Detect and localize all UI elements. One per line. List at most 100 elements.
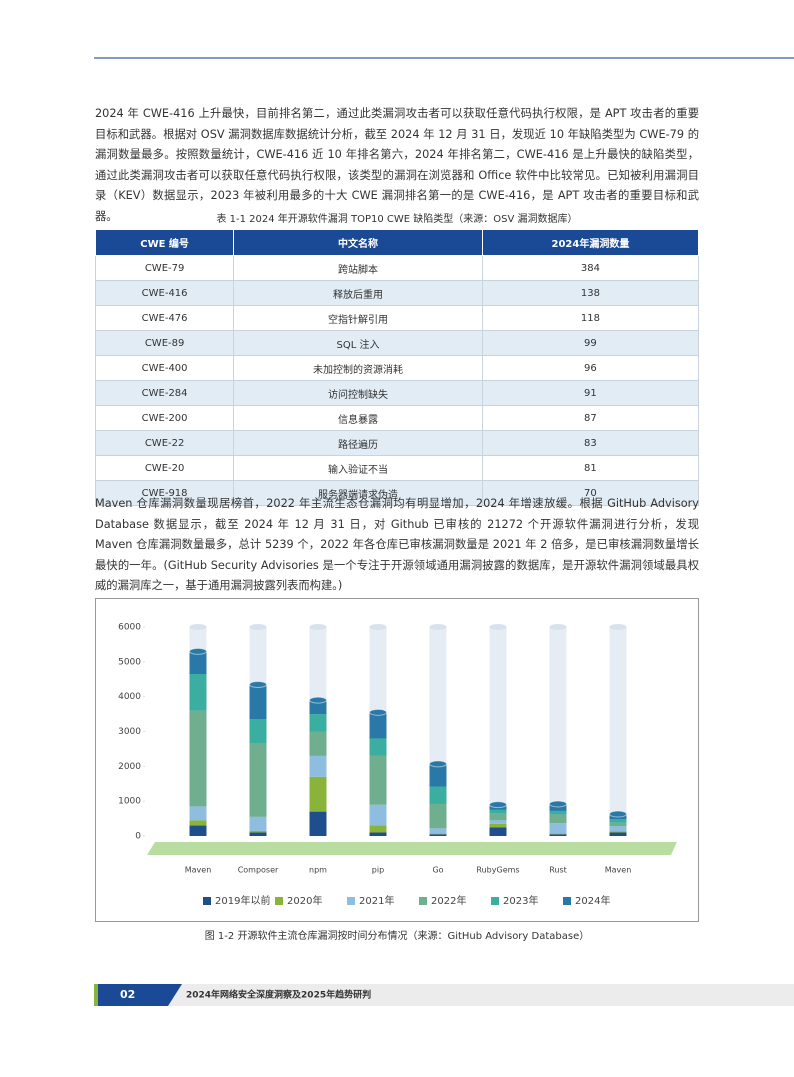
cylinder-top xyxy=(549,800,567,808)
bar-segment xyxy=(549,834,567,836)
footer-title: 2024年网络安全深度洞察及2025年趋势研判 xyxy=(186,989,371,1001)
table-cell: CWE-416 xyxy=(94,280,235,306)
bar-segment xyxy=(369,832,387,836)
background-cylinder xyxy=(549,627,567,836)
cylinder-top xyxy=(369,708,387,716)
cylinder-cap xyxy=(309,624,327,630)
y-tick-label: 5000 xyxy=(118,657,141,667)
table-cell: 未加控制的资源消耗 xyxy=(233,355,483,381)
legend-swatch xyxy=(203,897,211,905)
background-cylinder xyxy=(609,627,627,836)
bar-segment xyxy=(609,831,627,833)
bar-segment xyxy=(309,811,327,836)
bar-segment xyxy=(189,674,207,711)
bar-segment xyxy=(429,834,447,836)
table-cell: CWE-918 xyxy=(94,480,235,506)
table-row: CWE-22 路径遍历 83 xyxy=(94,430,700,456)
bar-segment xyxy=(549,814,567,824)
table-cell: CWE-20 xyxy=(94,455,235,481)
table-row: CWE-200 信息暴露 87 xyxy=(94,405,700,431)
table-row: CWE-20 输入验证不当 81 xyxy=(94,455,700,481)
table-row: CWE-284 访问控制缺失 91 xyxy=(94,380,700,406)
bar-segment xyxy=(189,825,207,836)
table-cell: 99 xyxy=(481,330,700,356)
table-row: CWE-476 空指针解引用 118 xyxy=(94,305,700,331)
x-tick-label: Maven xyxy=(185,866,212,875)
bar-segment xyxy=(189,710,207,807)
table-caption: 表 1-1 2024 年开源软件漏洞 TOP10 CWE 缺陷类型（来源：OSV… xyxy=(216,214,578,225)
bar-segment xyxy=(369,712,387,739)
table-cell: 信息暴露 xyxy=(233,405,483,431)
table-row: CWE-89 SQL 注入 99 xyxy=(94,330,700,356)
table-cell: 跨站脚本 xyxy=(233,255,483,281)
bar-segment xyxy=(489,820,507,824)
bar-segment xyxy=(549,810,567,815)
table-cell: CWE-476 xyxy=(94,305,235,331)
bar-segment xyxy=(429,803,447,829)
x-tick-label: Maven xyxy=(605,866,632,875)
x-tick-label: Composer xyxy=(238,866,279,875)
bar-segment xyxy=(309,776,327,812)
table: CWE 编号 中文名称 2024年漏洞数量 CWE-79 跨站脚本 384 CWE-416 释… xyxy=(94,229,700,506)
bar-segment xyxy=(249,832,267,836)
y-tick-label: 1000 xyxy=(118,797,141,807)
table-cell: 384 xyxy=(481,255,700,281)
table-cell: 91 xyxy=(481,380,700,406)
cylinder-cap xyxy=(549,624,567,630)
header-rule xyxy=(94,57,794,59)
table-cell: 空指针解引用 xyxy=(233,305,483,331)
legend-label: 2022年 xyxy=(431,894,466,907)
table-row: CWE-400 未加控制的资源消耗 96 xyxy=(94,355,700,381)
bar-segment xyxy=(249,816,267,831)
figure-caption: 图 1-2 开源软件主流仓库漏洞按时间分布情况（来源：GitHub Adviso… xyxy=(204,931,590,942)
legend-swatch xyxy=(419,897,427,905)
cylinder-cap xyxy=(609,624,627,630)
y-tick-label: 6000 xyxy=(118,623,141,633)
legend-swatch xyxy=(563,897,571,905)
bar-segment xyxy=(369,825,387,833)
bar-segment xyxy=(369,738,387,756)
x-tick-label: Go xyxy=(432,866,443,875)
table-cell: 96 xyxy=(481,355,700,381)
y-tick-label: 0 xyxy=(135,832,141,842)
x-tick-label: pip xyxy=(372,866,384,875)
bar-segment xyxy=(309,731,327,756)
x-tick-label: RubyGems xyxy=(476,866,519,875)
platform xyxy=(147,842,677,855)
paragraph: 2024 年 CWE-416 上升最快，目前排名第二，通过此类漏洞攻击者可以获取… xyxy=(95,107,699,223)
bar-segment xyxy=(489,823,507,828)
footer: 02 2024年网络安全深度洞察及2025年趋势研判 xyxy=(94,984,794,1006)
table-cell: SQL 注入 xyxy=(233,330,483,356)
y-tick-label: 2000 xyxy=(118,762,141,772)
y-tick-label: 3000 xyxy=(118,727,141,737)
bar-segment xyxy=(609,819,627,823)
cylinder-cap xyxy=(249,624,267,630)
bar-segment xyxy=(549,823,567,834)
bar-segment xyxy=(429,763,447,787)
legend-label: 2021年 xyxy=(359,894,394,907)
bar-segment xyxy=(609,826,627,832)
table-cell: CWE-22 xyxy=(94,430,235,456)
table-row: CWE-918 服务器端请求伪造 70 xyxy=(94,480,700,506)
table-cell: 118 xyxy=(481,305,700,331)
cylinder-top xyxy=(489,801,507,809)
bar-segment xyxy=(189,651,207,675)
bar-segment xyxy=(249,684,267,720)
y-tick-label: 4000 xyxy=(118,692,141,702)
column-header: CWE 编号 xyxy=(94,229,235,256)
cylinder-top xyxy=(609,810,627,818)
legend-label: 2020年 xyxy=(287,894,322,907)
cylinder-top xyxy=(429,760,447,768)
bar-segment xyxy=(429,786,447,804)
cylinder-top xyxy=(189,647,207,655)
bar-segment xyxy=(249,743,267,817)
bar-segment xyxy=(189,806,207,821)
bar-segment xyxy=(429,828,447,834)
x-tick-label: Rust xyxy=(549,866,567,875)
column-header: 中文名称 xyxy=(233,229,483,256)
bar-segment xyxy=(249,719,267,744)
table-cell: CWE-200 xyxy=(94,405,235,431)
table-cell: 138 xyxy=(481,280,700,306)
bar-segment xyxy=(489,813,507,821)
cylinder-cap xyxy=(429,624,447,630)
